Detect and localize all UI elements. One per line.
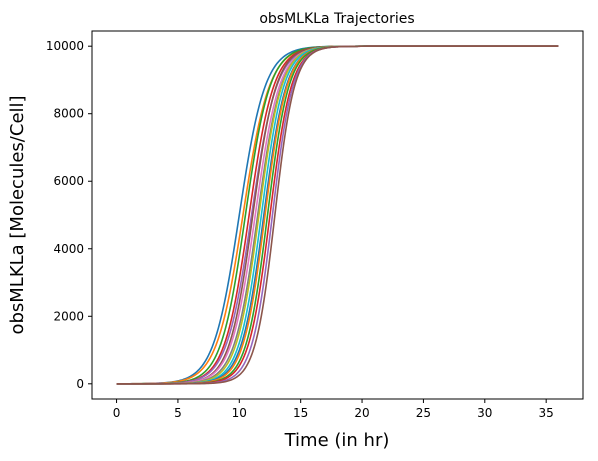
x-tick-label: 35 bbox=[539, 406, 554, 420]
x-axis-label: Time (in hr) bbox=[284, 430, 390, 451]
y-axis-label: obsMLKLa [Molecules/Cell] bbox=[7, 95, 28, 334]
y-tick-label: 10000 bbox=[46, 39, 84, 53]
chart-title: obsMLKLa Trajectories bbox=[259, 11, 414, 27]
x-tick-label: 20 bbox=[354, 406, 369, 420]
x-tick-label: 5 bbox=[174, 406, 182, 420]
y-axis: 0 2000 4000 6000 8000 10000 bbox=[46, 39, 92, 391]
y-tick-label: 6000 bbox=[53, 174, 84, 188]
y-tick-label: 2000 bbox=[53, 309, 84, 323]
x-tick-label: 30 bbox=[477, 406, 492, 420]
y-tick-label: 0 bbox=[76, 377, 84, 391]
y-tick-label: 8000 bbox=[53, 107, 84, 121]
series-lines bbox=[116, 45, 559, 385]
x-tick-label: 15 bbox=[293, 406, 308, 420]
y-tick-label: 4000 bbox=[53, 242, 84, 256]
x-tick-label: 25 bbox=[416, 406, 431, 420]
series-line-16 bbox=[116, 45, 559, 385]
plot-frame bbox=[91, 30, 584, 400]
x-tick-label: 0 bbox=[113, 406, 121, 420]
plot-area bbox=[116, 45, 559, 385]
x-tick-label: 10 bbox=[232, 406, 247, 420]
x-axis: 0 5 10 15 20 25 30 35 bbox=[113, 399, 554, 420]
